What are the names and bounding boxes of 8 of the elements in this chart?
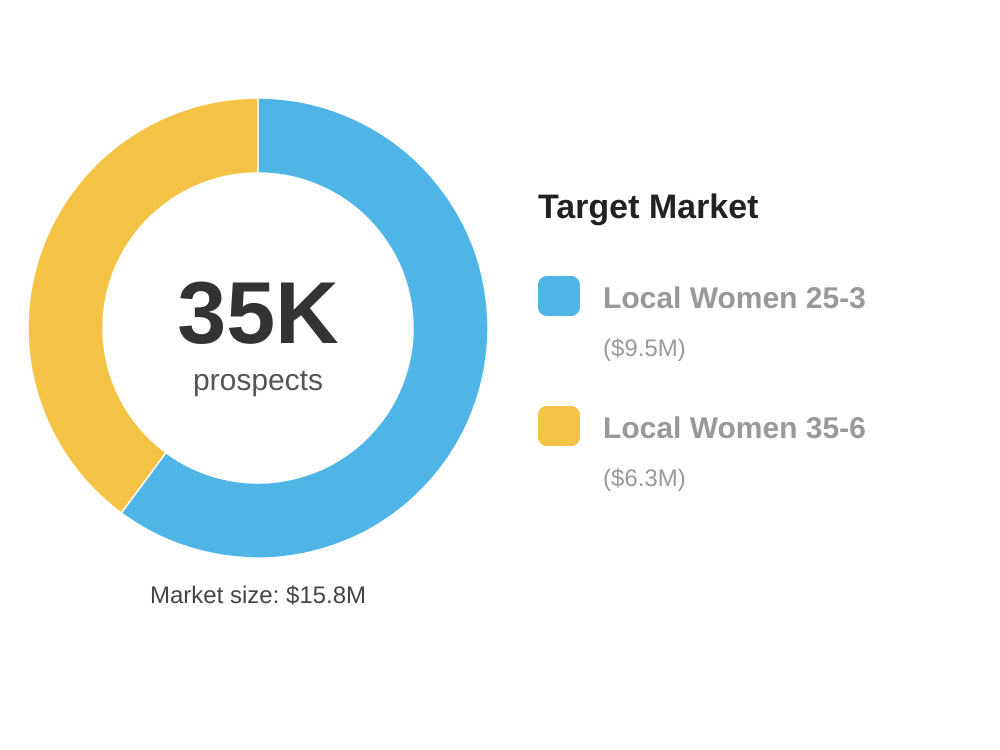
text: 35K xyxy=(177,263,339,362)
data-label: ($6.3M) xyxy=(603,465,686,492)
text: prospects xyxy=(192,364,324,397)
legend-label: Local Women 35-6 xyxy=(603,412,866,445)
data-label: ($9.5M) xyxy=(603,335,686,362)
legend-title: Target Market xyxy=(538,188,758,226)
legend-label: Local Women 25-3 xyxy=(603,282,866,315)
text: Market size: $15.8M xyxy=(150,582,366,609)
